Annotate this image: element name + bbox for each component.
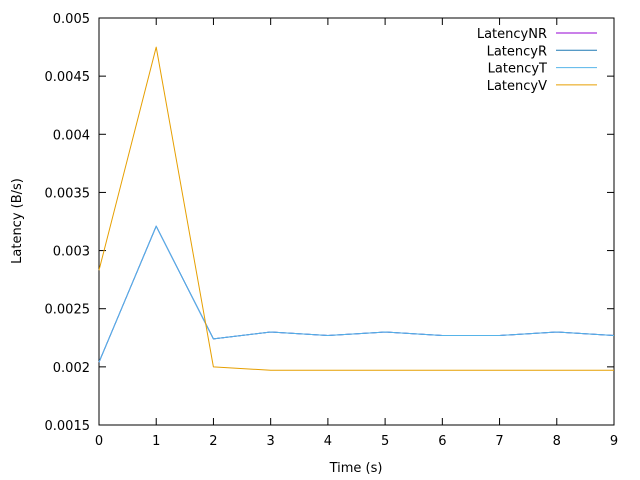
- y-tick-label: 0.0045: [45, 70, 91, 85]
- y-tick-label: 0.0035: [45, 186, 91, 201]
- x-tick-label: 9: [610, 434, 618, 449]
- x-axis: 0 1 2 3 4 5 6 7 8 9: [95, 18, 618, 449]
- y-tick-label: 0.005: [53, 12, 90, 27]
- plot-area: [98, 17, 615, 426]
- x-tick-label: 3: [267, 434, 275, 449]
- x-tick-label: 8: [553, 434, 561, 449]
- legend-label: LatencyNR: [477, 27, 547, 42]
- y-tick-label: 0.004: [53, 128, 90, 143]
- y-tick-label: 0.0015: [45, 419, 91, 434]
- y-axis: 0.0015 0.002 0.0025 0.003 0.0035 0.004 0.0045 0…: [45, 12, 614, 434]
- y-tick-label: 0.002: [53, 361, 90, 376]
- series-line-latencyt: [98, 225, 615, 363]
- series-lines: [98, 46, 615, 371]
- legend-label: LatencyR: [487, 44, 547, 59]
- series-line-latencyv: [98, 46, 614, 371]
- x-tick-label: 7: [495, 434, 503, 449]
- series-line-latencynr: [98, 225, 615, 363]
- x-tick-label: 2: [209, 434, 217, 449]
- legend-label: LatencyT: [488, 62, 547, 77]
- x-tick-label: 0: [95, 434, 103, 449]
- y-axis-title: Latency (B/s): [10, 178, 25, 264]
- legend-label: LatencyV: [487, 79, 547, 94]
- series-line-latencyr: [98, 225, 615, 363]
- x-tick-label: 5: [381, 434, 389, 449]
- y-tick-label: 0.0025: [45, 303, 91, 318]
- x-tick-label: 6: [438, 434, 446, 449]
- y-tick-label: 0.003: [53, 245, 90, 260]
- x-tick-label: 4: [324, 434, 332, 449]
- x-axis-title: Time (s): [329, 461, 383, 476]
- x-tick-label: 1: [152, 434, 160, 449]
- legend: LatencyNR LatencyR LatencyT LatencyV: [477, 27, 597, 94]
